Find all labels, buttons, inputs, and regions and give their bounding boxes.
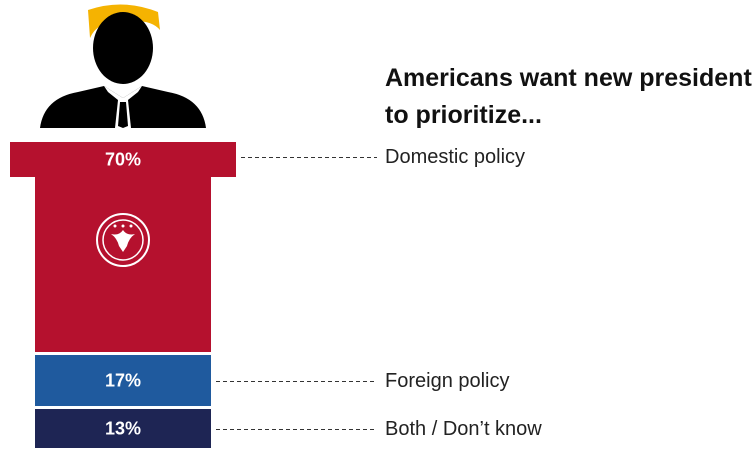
value-label: 17% — [105, 370, 141, 390]
seal-ring — [96, 213, 150, 267]
seal-star — [121, 224, 125, 228]
value-label: 70% — [105, 149, 141, 169]
seal-emblem — [96, 213, 150, 267]
speaker-icon — [40, 4, 206, 128]
podium-segment — [35, 409, 211, 448]
category-label: Both / Don’t know — [385, 418, 542, 440]
category-label: Foreign policy — [385, 370, 510, 392]
seal-eagle — [111, 230, 135, 252]
seal-star — [129, 224, 133, 228]
value-label: 13% — [105, 418, 141, 438]
seal-star — [113, 224, 117, 228]
category-label: Domestic policy — [385, 146, 525, 168]
seal-ring — [102, 219, 144, 261]
chart-title: Americans want new president to prioriti… — [385, 64, 752, 129]
podium-segment — [35, 355, 211, 406]
